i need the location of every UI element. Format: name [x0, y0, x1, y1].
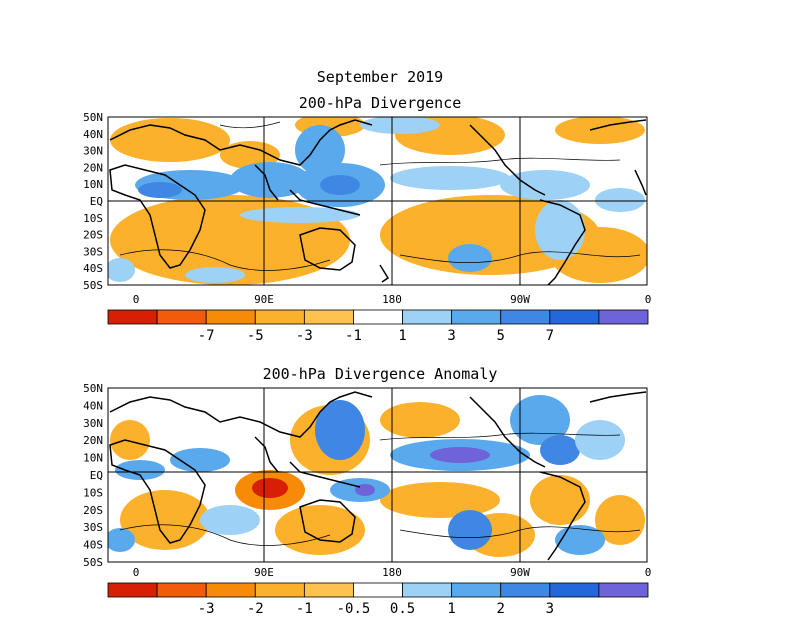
panel1-colorbar-swatch	[549, 309, 600, 325]
panel1-lon-label: 180	[382, 293, 402, 306]
panel1-lat-label: 50N	[83, 111, 103, 124]
panel1-lat-label: 40S	[83, 262, 103, 275]
panel1-lat-label: 20N	[83, 161, 103, 174]
panel2-colorbar: -3 -2 -1 -0.5 0.5 1 2 3	[107, 582, 649, 617]
panel1-colorbar-label: -3	[296, 328, 313, 344]
figure-title: September 2019	[316, 68, 444, 86]
panel2-colorbar-label: 3	[546, 601, 554, 617]
panel1-colorbar-swatch	[500, 309, 551, 325]
panel2-lat-label: 20N	[83, 434, 103, 447]
panel1-shading	[108, 117, 647, 285]
panel1-colorbar-swatch	[303, 309, 354, 325]
panel1-colorbar-swatch	[107, 309, 158, 325]
panel2-colorbar-swatch	[598, 582, 649, 598]
panel2-colorbar-swatch	[451, 582, 502, 598]
panel2-lat-label: 30N	[83, 417, 103, 430]
panel1-colorbar-label: 1	[398, 328, 406, 344]
panel2-colorbar-swatch	[205, 582, 256, 598]
panel1-longitude-axis: 0 90E 180 90W 0	[133, 293, 652, 306]
panel2-lat-label: 40S	[83, 539, 103, 552]
panel1-coastlines	[109, 119, 647, 285]
panel1-lat-label: 30N	[83, 145, 103, 158]
panel2-longitude-axis: 0 90E 180 90W 0	[133, 566, 652, 579]
panel2-colorbar-swatch	[500, 582, 551, 598]
panel2-lat-label: 50S	[83, 556, 103, 569]
panel2-latitude-axis: 50N 40N 30N 20N 10N EQ 10S 20S 30S 40S 50S	[83, 382, 103, 569]
panel1-colorbar-label: -7	[198, 328, 215, 344]
panel2-lon-label: 0	[645, 566, 652, 579]
panel1-colorbar-label: -5	[247, 328, 264, 344]
panel1-lat-label: EQ	[90, 195, 103, 208]
panel2-colorbar-label: -3	[198, 601, 215, 617]
panel1-lon-label: 0	[133, 293, 140, 306]
panel1-colorbar-swatch	[254, 309, 305, 325]
panel1-colorbar-swatch	[156, 309, 207, 325]
panel2-lat-label: EQ	[90, 469, 103, 482]
panel2-shading	[108, 388, 647, 562]
panel2-colorbar-swatch	[156, 582, 207, 598]
panel2-colorbar-swatch	[303, 582, 354, 598]
panel1-latitude-axis: 50N 40N 30N 20N 10N EQ 10S 20S 30S 40S 50S	[83, 111, 103, 292]
panel2-colorbar-label: 2	[497, 601, 505, 617]
panel1-colorbar-swatch	[402, 309, 453, 325]
panel1-colorbar-label: 5	[497, 328, 505, 344]
panel2-colorbar-swatch	[107, 582, 158, 598]
panel2-gridlines	[108, 388, 647, 562]
panel1-title: 200-hPa Divergence	[298, 94, 462, 112]
panel2-colorbar-label: -2	[247, 601, 264, 617]
panel1-colorbar-label: -1	[345, 328, 362, 344]
panel2-lon-label: 0	[133, 566, 140, 579]
panel2-colorbar-label: 0.5	[390, 601, 415, 617]
panel2-title: 200-hPa Divergence Anomaly	[262, 365, 498, 383]
panel1-map	[107, 116, 648, 286]
panel1-gridlines	[108, 117, 647, 285]
panel1-lat-label: 10N	[83, 178, 103, 191]
panel2-colorbar-label: 1	[447, 601, 455, 617]
panel1-colorbar-swatch	[598, 309, 649, 325]
panel1-colorbar-swatch	[451, 309, 502, 325]
panel2-coastlines	[109, 391, 647, 561]
panel2-lat-label: 10N	[83, 452, 103, 465]
panel2-colorbar-label: -0.5	[337, 601, 371, 617]
panel1-lat-label: 30S	[83, 245, 103, 258]
panel1-colorbar-label: 3	[447, 328, 455, 344]
panel2-colorbar-swatch	[549, 582, 600, 598]
panel2-lon-label: 90E	[254, 566, 274, 579]
panel2-frame	[107, 387, 648, 563]
panel1-lat-label: 20S	[83, 229, 103, 242]
panel2-lat-label: 10S	[83, 486, 103, 499]
panel1-colorbar-swatch	[205, 309, 256, 325]
panel1-lon-label: 0	[645, 293, 652, 306]
panel2-lat-label: 30S	[83, 521, 103, 534]
panel2-lat-label: 40N	[83, 399, 103, 412]
panel1-lat-label: 40N	[83, 128, 103, 141]
panel2-colorbar-swatch	[402, 582, 453, 598]
panel1-colorbar-swatch	[353, 309, 403, 325]
panel2-colorbar-swatch	[353, 582, 403, 598]
panel2-lat-label: 50N	[83, 382, 103, 395]
panel2-colorbar-swatch	[254, 582, 305, 598]
panel1-lat-label: 50S	[83, 279, 103, 292]
panel2-colorbar-label: -1	[296, 601, 313, 617]
panel1-colorbar: -7 -5 -3 -1 1 3 5 7	[107, 309, 649, 344]
panel2-lon-label: 90W	[510, 566, 530, 579]
panel1-lon-label: 90W	[510, 293, 530, 306]
panel1-colorbar-label: 7	[546, 328, 554, 344]
panel1-lat-label: 10S	[83, 212, 103, 225]
panel1-lon-label: 90E	[254, 293, 274, 306]
panel2-lat-label: 20S	[83, 504, 103, 517]
panel2-map	[107, 387, 648, 563]
panel2-lon-label: 180	[382, 566, 402, 579]
